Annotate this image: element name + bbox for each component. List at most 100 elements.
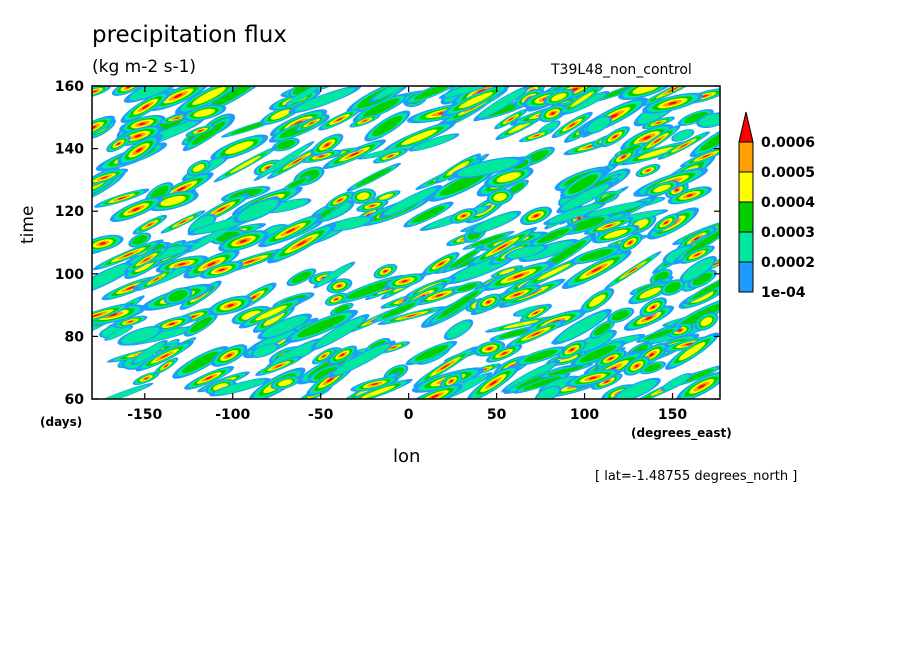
- contour-fill: [537, 228, 570, 244]
- contour-fill: [387, 154, 394, 158]
- contour-fill: [478, 88, 526, 119]
- precip-blob: [155, 255, 209, 274]
- precip-blob: [208, 295, 253, 316]
- precip-blob: [570, 340, 626, 367]
- contour-fill: [683, 227, 720, 257]
- precip-blob: [209, 377, 271, 397]
- contour-fill: [92, 263, 134, 293]
- precip-blob: [678, 285, 720, 309]
- contour-fill: [316, 263, 352, 287]
- contour-fill: [557, 311, 607, 342]
- precip-blob: [184, 366, 235, 390]
- precip-blob: [92, 303, 132, 327]
- contour-fill: [690, 291, 714, 303]
- precip-blob: [294, 114, 329, 132]
- contour-fill: [258, 144, 310, 178]
- contour-fill: [117, 196, 126, 200]
- precip-blob: [486, 188, 514, 206]
- precip-blob: [210, 134, 269, 161]
- precip-blob: [283, 86, 322, 108]
- contour-fill: [231, 120, 270, 135]
- precip-blob: [307, 363, 344, 384]
- precip-blob: [211, 344, 248, 367]
- run-label: T39L48_non_control: [551, 62, 692, 78]
- contour-fill: [214, 379, 266, 395]
- precip-blob: [475, 293, 502, 311]
- precip-blob: [660, 279, 686, 296]
- precip-blob: [667, 186, 712, 205]
- contour-fill: [621, 155, 626, 159]
- precip-blob: [449, 208, 478, 224]
- precip-blob: [558, 86, 607, 116]
- chart-title: precipitation flux: [92, 22, 287, 48]
- colorbar-label: 0.0003: [761, 225, 815, 241]
- contour-fill: [229, 155, 262, 174]
- contour-fill: [138, 122, 146, 126]
- precip-blob: [183, 249, 240, 279]
- contour-fill: [100, 176, 108, 180]
- precip-blob: [255, 356, 303, 376]
- precip-blob: [501, 360, 561, 393]
- contour-fill: [487, 347, 492, 350]
- contour-fill: [437, 290, 480, 319]
- y-tick-label: 100: [55, 267, 84, 283]
- contour-fill: [449, 379, 453, 383]
- colorbar-label: 0.0004: [761, 195, 815, 211]
- precip-blob: [272, 137, 300, 152]
- precip-blob: [665, 332, 720, 370]
- colorbar-label: 1e-04: [761, 285, 806, 301]
- colorbar-swatch: [738, 171, 754, 203]
- x-axis-label: lon: [393, 446, 421, 467]
- contour-fill: [644, 363, 662, 372]
- precip-field: [92, 86, 720, 399]
- precip-blob: [641, 116, 675, 130]
- precip-blob: [434, 153, 482, 184]
- contour-fill: [116, 142, 121, 146]
- x-tick-label: 0: [404, 407, 414, 423]
- contour-fill: [496, 243, 508, 251]
- precip-blob: [372, 148, 409, 164]
- precip-blob: [591, 373, 623, 390]
- contour-fill: [439, 172, 486, 196]
- precip-blob: [552, 308, 612, 345]
- contour-fill: [561, 184, 610, 211]
- precip-blob: [682, 273, 720, 305]
- precip-blob: [594, 349, 627, 368]
- contour-fill: [144, 377, 149, 380]
- contour-fill: [700, 317, 713, 327]
- contour-fill: [340, 353, 345, 357]
- precip-blob: [639, 297, 667, 317]
- precip-blob: [377, 306, 446, 325]
- precip-blob: [310, 314, 370, 351]
- contour-fill: [362, 98, 400, 118]
- precip-blob: [441, 86, 511, 117]
- contour-fill: [134, 134, 142, 138]
- contour-fill: [637, 147, 675, 160]
- contour-fill: [160, 353, 169, 359]
- precip-blob: [153, 357, 179, 375]
- contour-fill: [193, 108, 216, 117]
- contour-fill: [697, 384, 706, 389]
- precip-blob: [160, 210, 206, 234]
- contour-fill: [362, 145, 416, 159]
- precip-blob: [679, 245, 715, 264]
- precip-blob: [327, 345, 358, 365]
- contour-fill: [207, 261, 216, 267]
- y-axis-units: (days): [40, 415, 83, 429]
- precip-blob: [580, 288, 615, 314]
- contour-fill: [262, 315, 308, 338]
- x-tick-label: 150: [658, 407, 687, 423]
- contour-fill: [378, 193, 394, 201]
- contour-fill: [567, 174, 598, 194]
- contour-fill: [568, 216, 605, 232]
- colorbar-label: 0.0006: [761, 135, 815, 151]
- contour-fill: [292, 158, 302, 164]
- colorbar: 1e-04 0.0002 0.0003 0.0004 0.0005 0.0006: [738, 111, 815, 301]
- contour-fill: [160, 195, 186, 206]
- contour-fill: [683, 111, 708, 124]
- precip-blob: [147, 190, 199, 212]
- contour-fill: [471, 234, 506, 247]
- contour-fill: [506, 362, 556, 390]
- precip-blob: [92, 260, 140, 296]
